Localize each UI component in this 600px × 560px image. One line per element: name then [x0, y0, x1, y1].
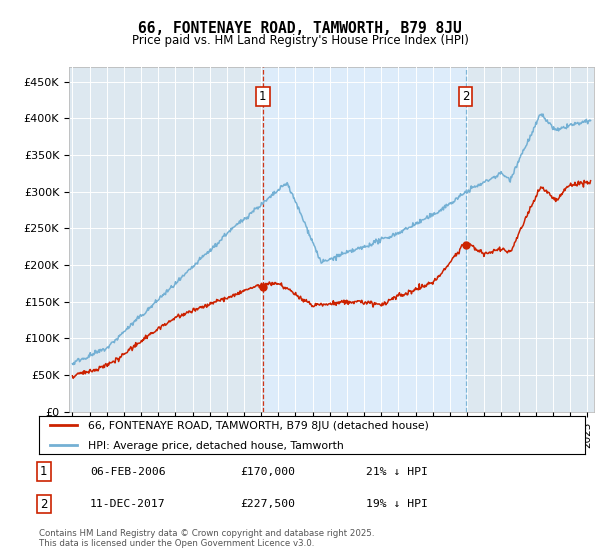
Text: Price paid vs. HM Land Registry's House Price Index (HPI): Price paid vs. HM Land Registry's House … [131, 34, 469, 46]
Text: This data is licensed under the Open Government Licence v3.0.: This data is licensed under the Open Gov… [39, 539, 314, 548]
Text: 21% ↓ HPI: 21% ↓ HPI [366, 466, 428, 477]
Text: 11-DEC-2017: 11-DEC-2017 [90, 499, 166, 509]
Text: 66, FONTENAYE ROAD, TAMWORTH, B79 8JU (detached house): 66, FONTENAYE ROAD, TAMWORTH, B79 8JU (d… [88, 421, 429, 431]
Text: HPI: Average price, detached house, Tamworth: HPI: Average price, detached house, Tamw… [88, 441, 344, 451]
Text: £170,000: £170,000 [240, 466, 295, 477]
Text: 06-FEB-2006: 06-FEB-2006 [90, 466, 166, 477]
Text: 66, FONTENAYE ROAD, TAMWORTH, B79 8JU: 66, FONTENAYE ROAD, TAMWORTH, B79 8JU [138, 21, 462, 36]
Text: 2: 2 [40, 497, 47, 511]
Text: 1: 1 [259, 90, 266, 103]
Text: Contains HM Land Registry data © Crown copyright and database right 2025.: Contains HM Land Registry data © Crown c… [39, 529, 374, 538]
Text: 19% ↓ HPI: 19% ↓ HPI [366, 499, 428, 509]
Text: 1: 1 [40, 465, 47, 478]
Bar [263, 67, 466, 412]
Text: 2: 2 [462, 90, 469, 103]
Text: £227,500: £227,500 [240, 499, 295, 509]
